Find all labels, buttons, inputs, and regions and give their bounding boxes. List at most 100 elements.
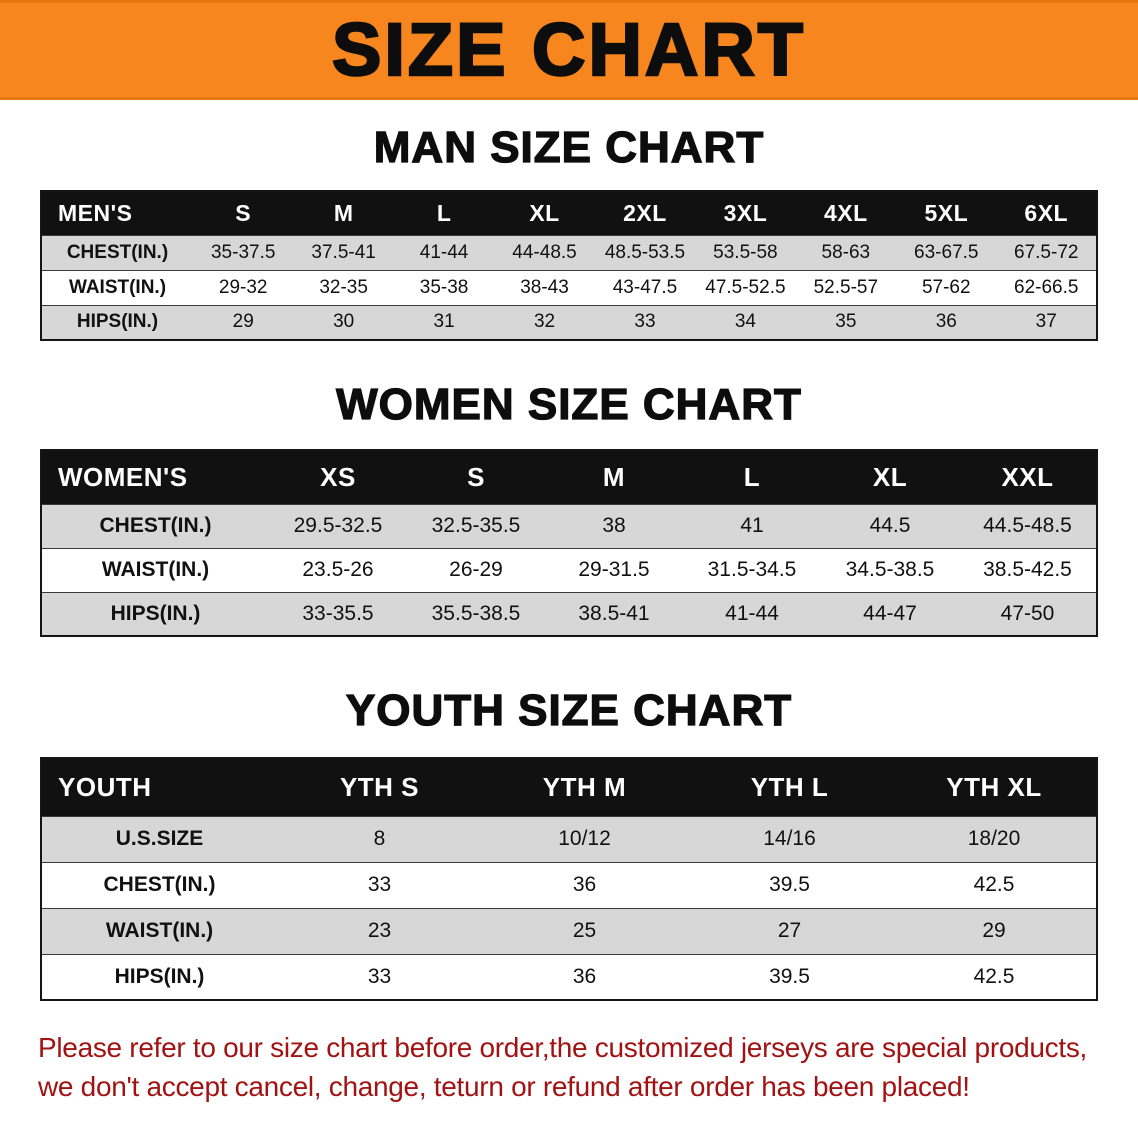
- size-header-cell: YTH S: [339, 771, 420, 802]
- measurement-value-cell: 44.5: [821, 503, 959, 548]
- measurement-label-cell: HIPS(IN.): [41, 953, 277, 1000]
- measurement-value-cell: 29-31.5: [545, 547, 683, 592]
- size-header-cell: XS: [320, 461, 356, 492]
- measurement-value-cell: 31: [393, 304, 495, 340]
- measurement-label-cell: WAIST(IN.): [41, 907, 277, 954]
- measurement-label-cell: WAIST(IN.): [41, 269, 193, 305]
- size-header-cell: YTH M: [542, 771, 627, 802]
- measurement-value-cell: 38.5-42.5: [959, 547, 1097, 592]
- measurement-value-cell: 63-67.5: [896, 234, 997, 270]
- measurement-value-cell: 34: [695, 304, 796, 340]
- measurement-value-cell: 35-38: [393, 269, 495, 305]
- measurement-value-cell: 32-35: [293, 269, 394, 305]
- measurement-value-cell: 33: [277, 861, 482, 908]
- measurement-label-cell: WAIST(IN.): [41, 547, 269, 592]
- table-row: WAIST(IN.) 29-32 32-35 35-38 38-43 43-47.5 47.…: [41, 269, 1097, 305]
- measurement-value-cell: 41-44: [393, 234, 495, 270]
- measurement-value-cell: 42.5: [892, 953, 1097, 1000]
- measurement-value-cell: 47.5-52.5: [695, 269, 796, 305]
- size-header-cell: M: [333, 199, 354, 226]
- measurement-value-cell: 41-44: [683, 591, 821, 636]
- size-header-cell: XXL: [1001, 461, 1054, 492]
- size-header-cell: S: [467, 461, 485, 492]
- measurement-value-cell: 52.5-57: [795, 269, 897, 305]
- banner-title: SIZE CHART: [331, 8, 806, 91]
- measurement-value-cell: 29.5-32.5: [269, 503, 407, 548]
- measurement-value-cell: 25: [482, 907, 687, 954]
- measurement-value-cell: 30: [293, 304, 394, 340]
- measurement-value-cell: 18/20: [892, 815, 1097, 862]
- measurement-label-cell: CHEST(IN.): [41, 234, 193, 270]
- women-section-heading: WOMEN SIZE CHART: [335, 380, 802, 429]
- measurement-value-cell: 36: [482, 953, 687, 1000]
- measurement-value-cell: 39.5: [687, 953, 892, 1000]
- youth-size-table: YOUTH YTH S YTH M YTH L YTH XL U.S.SIZE 8 10/12…: [40, 757, 1098, 1001]
- table-row: CHEST(IN.) 35-37.5 37.5-41 41-44 44-48.5 48.5…: [41, 234, 1097, 270]
- men-section-heading: MAN SIZE CHART: [373, 123, 765, 172]
- table-header-row: MEN'S S M L XL 2XL 3XL 4XL 5XL 6XL: [41, 191, 1097, 235]
- measurement-value-cell: 35: [795, 304, 897, 340]
- measurement-value-cell: 14/16: [687, 815, 892, 862]
- measurement-value-cell: 38-43: [494, 269, 595, 305]
- women-size-table: WOMEN'S XS S M L XL XXL CHEST(IN.) 29.5-32.5 32.5…: [40, 449, 1098, 637]
- measurement-value-cell: 39.5: [687, 861, 892, 908]
- table-row: HIPS(IN.) 33 36 39.5 42.5: [41, 953, 1097, 1000]
- men-size-table: MEN'S S M L XL 2XL 3XL 4XL 5XL 6XL CHEST(IN.) 35-37…: [40, 190, 1098, 341]
- table-header-row: WOMEN'S XS S M L XL XXL: [41, 450, 1097, 504]
- size-header-cell: S: [235, 199, 252, 226]
- measurement-value-cell: 36: [896, 304, 997, 340]
- measurement-value-cell: 29: [892, 907, 1097, 954]
- measurement-value-cell: 31.5-34.5: [683, 547, 821, 592]
- size-header-cell: 4XL: [824, 199, 868, 226]
- measurement-value-cell: 26-29: [407, 547, 545, 592]
- measurement-value-cell: 35-37.5: [193, 234, 294, 270]
- disclaimer-line-1: Please refer to our size chart before or…: [38, 1032, 1088, 1063]
- table-row: HIPS(IN.) 29 30 31 32 33 34 35 36 37: [41, 304, 1097, 340]
- measurement-value-cell: 35.5-38.5: [407, 591, 545, 636]
- measurement-value-cell: 42.5: [892, 861, 1097, 908]
- table-title-cell: YOUTH: [58, 771, 152, 802]
- measurement-value-cell: 37.5-41: [293, 234, 394, 270]
- table-title-cell: MEN'S: [58, 199, 133, 226]
- size-header-cell: 2XL: [623, 199, 667, 226]
- measurement-value-cell: 44.5-48.5: [959, 503, 1097, 548]
- measurement-label-cell: U.S.SIZE: [41, 815, 277, 862]
- banner: SIZE CHART: [0, 0, 1138, 100]
- measurement-value-cell: 29-32: [193, 269, 294, 305]
- table-row: CHEST(IN.) 33 36 39.5 42.5: [41, 861, 1097, 908]
- measurement-value-cell: 38: [545, 503, 683, 548]
- measurement-value-cell: 48.5-53.5: [594, 234, 696, 270]
- table-title-cell: WOMEN'S: [58, 461, 188, 492]
- measurement-value-cell: 33-35.5: [269, 591, 407, 636]
- measurement-value-cell: 32: [494, 304, 595, 340]
- measurement-value-cell: 53.5-58: [695, 234, 796, 270]
- measurement-value-cell: 43-47.5: [594, 269, 696, 305]
- size-header-cell: YTH L: [750, 771, 829, 802]
- measurement-label-cell: HIPS(IN.): [41, 591, 269, 636]
- measurement-value-cell: 47-50: [959, 591, 1097, 636]
- men-size-section: MAN SIZE CHART MEN'S S M L XL 2XL 3XL 4XL 5XL 6XL…: [0, 123, 1138, 341]
- size-header-cell: L: [743, 461, 761, 492]
- measurement-value-cell: 41: [683, 503, 821, 548]
- table-row: HIPS(IN.) 33-35.5 35.5-38.5 38.5-41 41-44 44-…: [41, 591, 1097, 636]
- measurement-label-cell: CHEST(IN.): [41, 861, 277, 908]
- measurement-value-cell: 44-48.5: [494, 234, 595, 270]
- youth-section-heading: YOUTH SIZE CHART: [345, 686, 793, 735]
- measurement-value-cell: 33: [277, 953, 482, 1000]
- measurement-value-cell: 37: [996, 304, 1097, 340]
- measurement-value-cell: 58-63: [795, 234, 897, 270]
- disclaimer-line-2: we don't accept cancel, change, teturn o…: [38, 1070, 970, 1102]
- measurement-value-cell: 23: [277, 907, 482, 954]
- size-header-cell: XL: [872, 461, 908, 492]
- women-size-section: WOMEN SIZE CHART WOMEN'S XS S M L XL XXL CHEST(…: [0, 380, 1138, 637]
- measurement-value-cell: 8: [277, 815, 482, 862]
- table-row: U.S.SIZE 8 10/12 14/16 18/20: [41, 815, 1097, 862]
- size-header-cell: YTH XL: [946, 771, 1042, 802]
- measurement-value-cell: 33: [594, 304, 696, 340]
- measurement-value-cell: 23.5-26: [269, 547, 407, 592]
- measurement-value-cell: 57-62: [896, 269, 997, 305]
- size-header-cell: 6XL: [1024, 199, 1069, 226]
- table-row: WAIST(IN.) 23 25 27 29: [41, 907, 1097, 954]
- measurement-value-cell: 67.5-72: [996, 234, 1097, 270]
- measurement-value-cell: 38.5-41: [545, 591, 683, 636]
